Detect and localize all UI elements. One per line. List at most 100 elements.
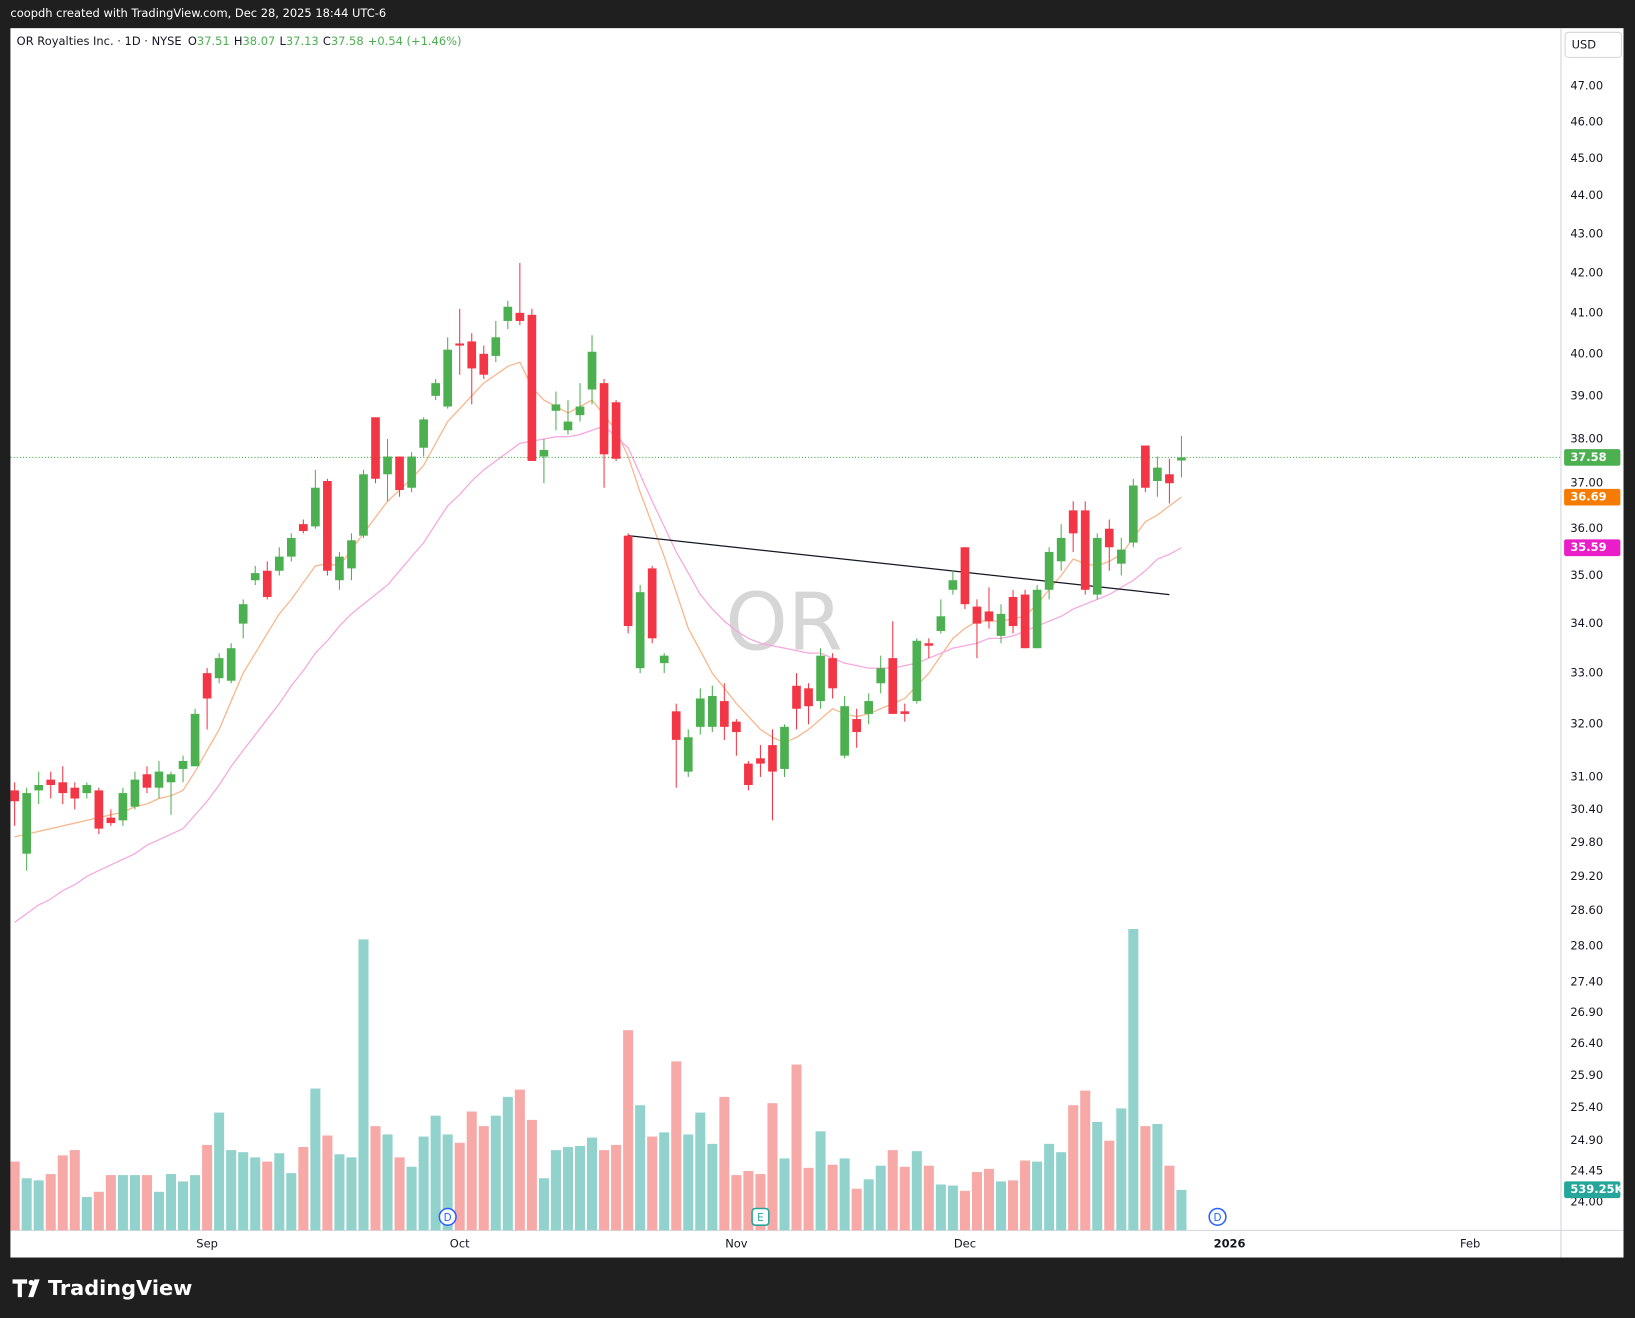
volume-bar	[370, 1126, 381, 1231]
event-badge	[1208, 1207, 1227, 1226]
candle-body	[467, 341, 477, 369]
candle-body	[94, 790, 104, 829]
y-tick-label: 28.00	[1570, 938, 1603, 952]
y-tick-label: 25.90	[1570, 1068, 1603, 1082]
y-tick-label: 35.00	[1570, 568, 1603, 582]
plot: OR	[10, 262, 1561, 1231]
volume-bar	[599, 1150, 610, 1231]
candle-body	[647, 568, 657, 639]
y-tick-label: 24.90	[1570, 1133, 1603, 1147]
candle-body	[46, 779, 56, 786]
volume-bar	[1152, 1124, 1163, 1231]
volume-bar	[587, 1137, 598, 1231]
candle-body	[1056, 537, 1066, 562]
volume-bar	[1116, 1108, 1127, 1231]
volume-bar	[202, 1144, 213, 1231]
candle-body	[1092, 537, 1102, 595]
volume-bar	[1044, 1143, 1055, 1231]
volume-bar	[743, 1170, 754, 1231]
candle-body	[503, 306, 513, 321]
candle-body	[732, 721, 741, 733]
candle-body	[106, 817, 116, 824]
y-tick-label: 38.00	[1570, 431, 1603, 445]
currency-button[interactable]	[1564, 31, 1622, 58]
y-tick-label: 34.00	[1570, 616, 1603, 630]
legend-value: 37.51	[197, 34, 230, 48]
candle-body	[852, 719, 861, 733]
candle-body	[118, 793, 128, 821]
volume-bar	[923, 1165, 934, 1231]
candle-body	[936, 616, 946, 631]
volume-bar	[274, 1153, 285, 1231]
y-tick-label: 27.40	[1570, 974, 1603, 988]
volume-bar	[562, 1147, 573, 1231]
event-badge	[438, 1207, 457, 1226]
volume-bar	[129, 1175, 140, 1231]
volume-bar	[10, 1161, 20, 1231]
candle-body	[1008, 596, 1018, 627]
volume-bar	[935, 1184, 946, 1231]
event-marker[interactable]: E	[751, 1207, 770, 1226]
volume-bar	[502, 1096, 513, 1231]
y-tick-label: 31.00	[1570, 769, 1603, 783]
volume-value-label: 539.25K	[1570, 1182, 1624, 1196]
header-text: coopdh created with TradingView.com, Dec…	[10, 6, 386, 20]
volume-bar	[490, 1115, 501, 1231]
volume-bar	[671, 1061, 682, 1231]
volume-bar	[454, 1142, 465, 1231]
volume-bar	[33, 1180, 44, 1231]
candle-body	[1104, 528, 1114, 548]
candle-body	[563, 421, 573, 431]
y-tick-label: 45.00	[1570, 151, 1603, 165]
candle-body	[1177, 457, 1186, 461]
volume-bar	[1092, 1121, 1103, 1231]
candle-body	[1116, 549, 1126, 564]
candle-body	[22, 793, 32, 854]
candle-body	[274, 556, 284, 571]
candle-body	[828, 658, 837, 689]
volume-bar	[310, 1088, 321, 1231]
y-tick-label: 36.00	[1570, 521, 1603, 535]
candle-body	[407, 456, 416, 488]
volume-bar	[418, 1136, 429, 1231]
candle-body	[1165, 474, 1174, 484]
legend-title: OR Royalties Inc. · 1D · NYSE	[17, 34, 182, 48]
y-tick-label: 29.20	[1570, 869, 1603, 883]
volume-bar	[635, 1105, 646, 1231]
candle-body	[1068, 510, 1078, 534]
volume-bar	[1032, 1161, 1043, 1231]
candle-body	[948, 580, 958, 590]
volume-bar	[262, 1161, 273, 1231]
ma-value-label-box	[1564, 539, 1621, 557]
x-tick-label: Feb	[1460, 1236, 1480, 1250]
volume-bar	[69, 1150, 80, 1231]
volume-bar	[538, 1178, 549, 1231]
candle-body	[1080, 510, 1090, 590]
event-marker[interactable]: D	[1208, 1207, 1227, 1226]
moving-average-line	[14, 425, 1182, 923]
volume-bar	[574, 1145, 586, 1231]
candle-body	[587, 351, 597, 390]
candle-body	[515, 312, 525, 321]
event-marker[interactable]: D	[438, 1207, 457, 1226]
y-tick-label: 43.00	[1570, 226, 1603, 240]
watermark: OR	[725, 576, 842, 669]
trendline	[628, 535, 1170, 596]
volume-bar	[93, 1191, 104, 1231]
volume-bar	[755, 1174, 766, 1231]
candle-body	[792, 685, 801, 709]
volume-bar	[791, 1064, 802, 1231]
volume-bar	[358, 939, 369, 1231]
volume-bar	[178, 1181, 189, 1231]
candle-body	[154, 771, 164, 788]
candle-body	[335, 556, 344, 581]
volume-bar	[442, 1134, 453, 1231]
candle-body	[371, 417, 380, 479]
candle-body	[323, 480, 332, 571]
candle-body	[912, 640, 922, 702]
y-tick-label: 44.00	[1570, 188, 1603, 202]
legend-value: 37.58	[331, 34, 364, 48]
volume-bar	[141, 1175, 152, 1231]
